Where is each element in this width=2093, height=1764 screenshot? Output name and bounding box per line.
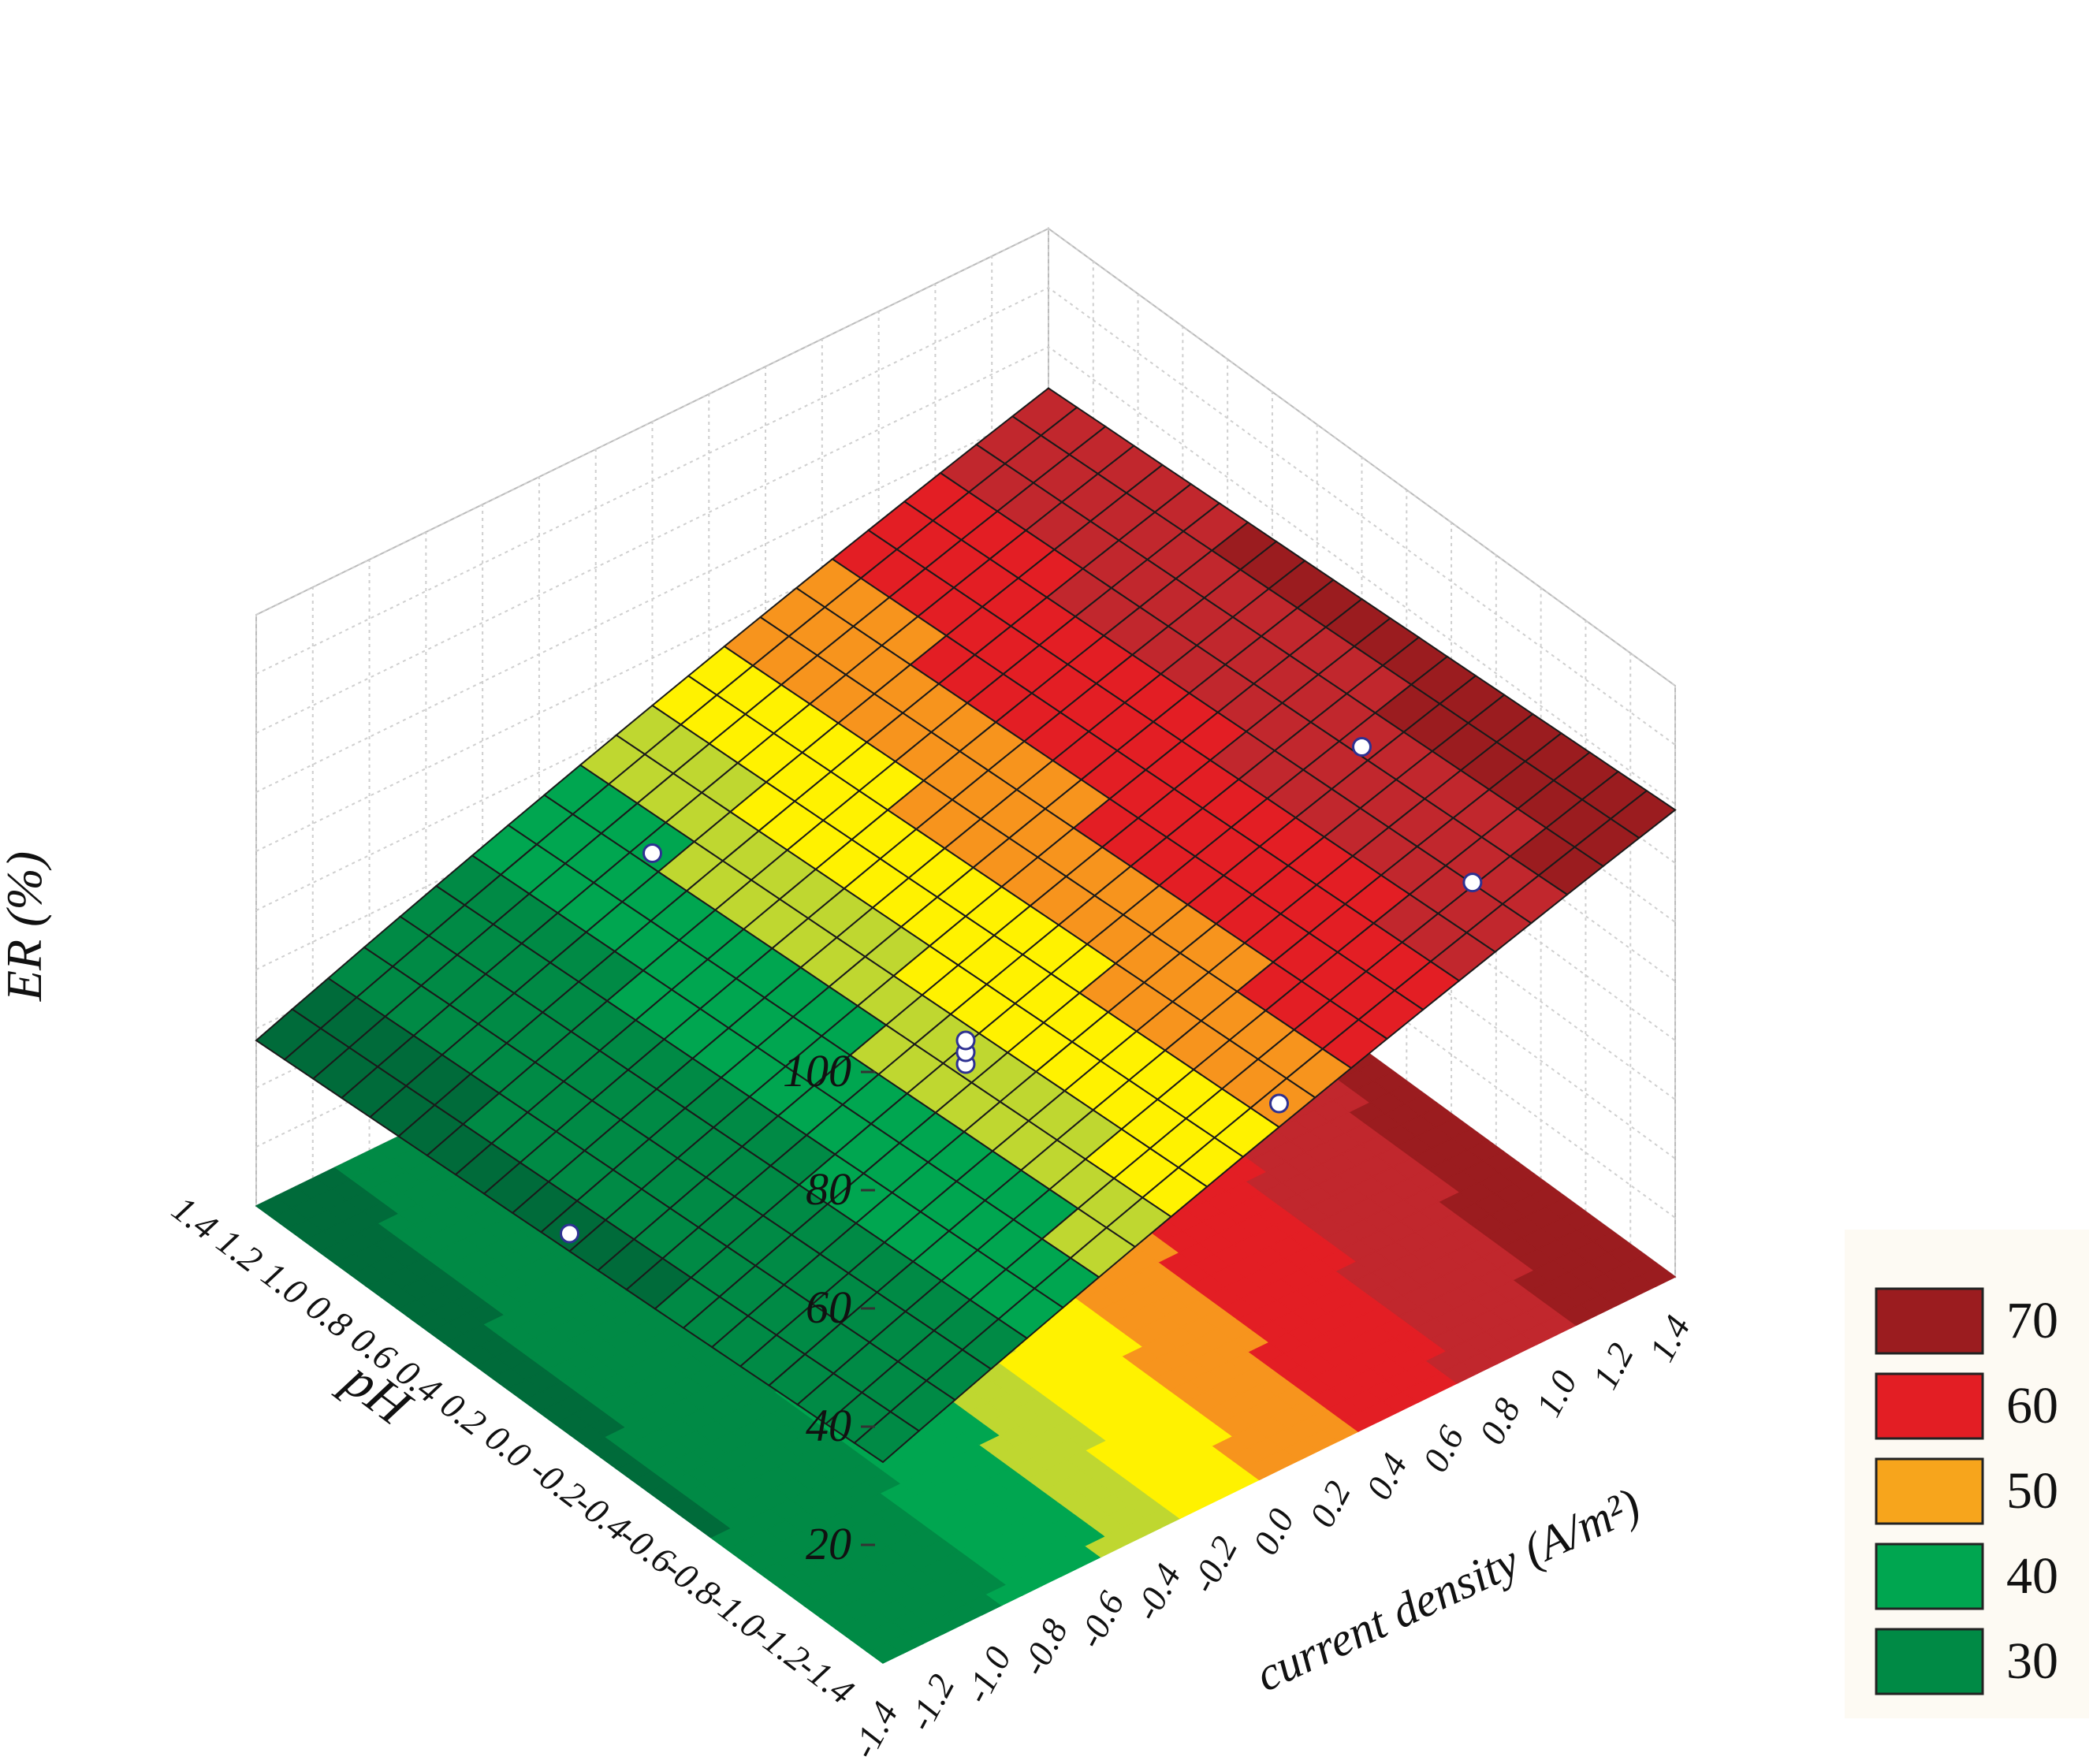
legend-label: 50 — [2006, 1462, 2058, 1520]
legend-label: 70 — [2006, 1292, 2058, 1349]
x-tick-label: 1.2 — [1585, 1337, 1641, 1396]
x-tick-label: 1.4 — [1641, 1309, 1698, 1368]
legend-label: 60 — [2006, 1377, 2058, 1435]
observed-points — [560, 737, 1483, 1244]
legend-label: 40 — [2006, 1547, 2058, 1605]
legend: 70 60 50 40 30 — [1845, 1230, 2089, 1718]
x-tick-label: -0.6 — [1070, 1585, 1132, 1654]
z-axis-label: ER (%) — [0, 851, 52, 1002]
grid-line — [255, 345, 1676, 805]
response-surface — [255, 387, 1677, 1464]
observed-point — [1352, 737, 1372, 757]
x-tick-label: -1.2 — [899, 1668, 962, 1737]
z-tick-label: 20 — [806, 1518, 851, 1569]
x-tick-label: 0.6 — [1415, 1420, 1472, 1479]
legend-swatch — [1875, 1457, 1984, 1525]
z-tick-label: 60 — [806, 1282, 851, 1333]
x-tick-label: 0.8 — [1471, 1392, 1528, 1451]
y-tick-label: 1.0 — [255, 1253, 315, 1312]
legend-swatch — [1875, 1372, 1984, 1440]
x-tick-label: -1.0 — [956, 1640, 1019, 1710]
y-tick-label: 0.2 — [434, 1384, 494, 1443]
observed-point — [560, 1223, 579, 1244]
y-tick-label: 1.2 — [210, 1221, 270, 1280]
x-tick-label: -1.4 — [844, 1695, 906, 1764]
grid-line — [255, 286, 1676, 746]
legend-swatch — [1875, 1287, 1984, 1355]
y-tick-label: 0.8 — [299, 1286, 359, 1345]
observed-point — [642, 843, 662, 863]
x-tick-label: 0.2 — [1302, 1475, 1358, 1534]
z-tick-label: 40 — [806, 1400, 851, 1451]
y-tick-label: 0.0 — [478, 1416, 538, 1476]
grid-line — [255, 227, 1676, 687]
legend-swatch — [1875, 1628, 1984, 1695]
observed-point — [955, 1030, 976, 1051]
z-tick-label: 100 — [783, 1045, 851, 1096]
x-tick-label: -0.2 — [1182, 1530, 1245, 1599]
observed-point — [1462, 873, 1483, 893]
x-tick-label: -0.4 — [1127, 1557, 1189, 1627]
x-tick-label: -0.8 — [1013, 1613, 1075, 1682]
x-tick-label: 0.0 — [1245, 1502, 1302, 1561]
legend-label: 30 — [2006, 1632, 2058, 1690]
x-tick-label: 1.0 — [1528, 1364, 1585, 1423]
surface-cell — [853, 1410, 921, 1464]
x-tick-label: 0.4 — [1358, 1447, 1415, 1506]
y-tick-label: 1.4 — [165, 1188, 225, 1247]
observed-point — [1269, 1093, 1289, 1114]
z-tick-label: 80 — [806, 1163, 851, 1215]
legend-swatch — [1875, 1543, 1984, 1610]
